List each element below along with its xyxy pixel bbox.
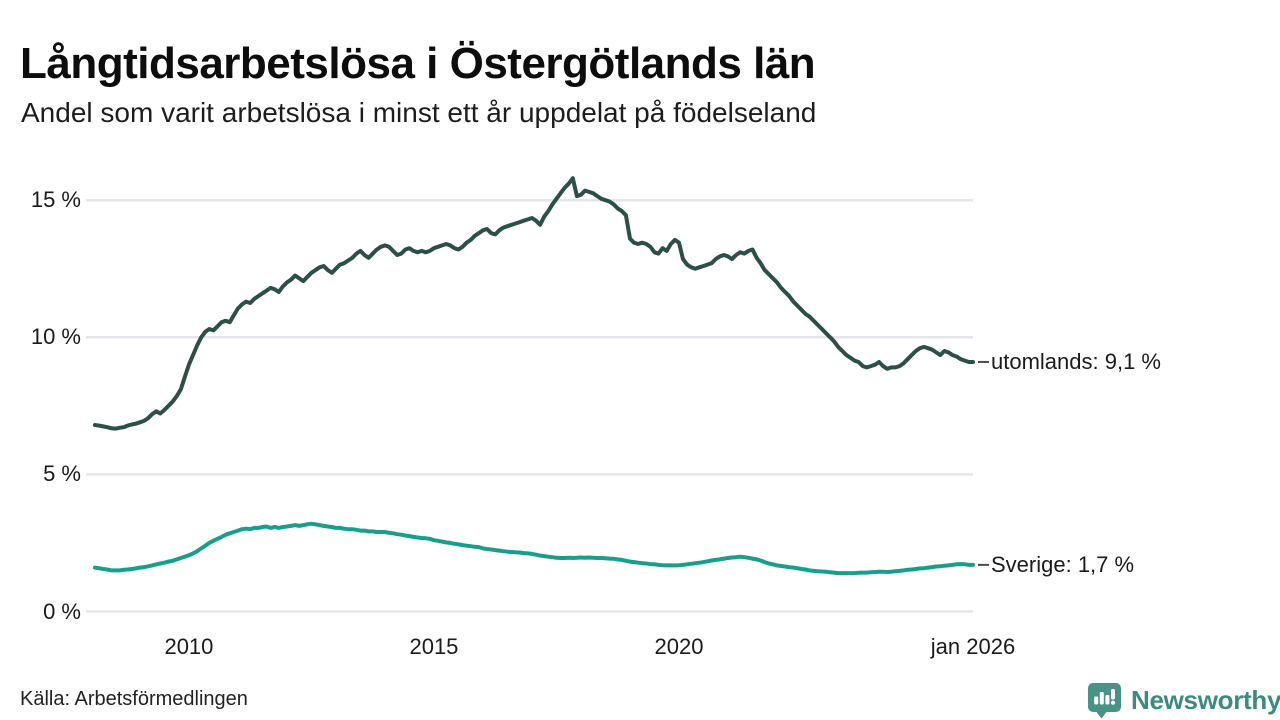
x-axis-tick-label: 2020 — [654, 634, 704, 659]
y-axis-tick-label: 15 % — [30, 187, 81, 213]
newsworthy-wordmark: Newsworthy — [1131, 684, 1280, 715]
x-axis-tick-label: 2010 — [164, 634, 214, 659]
x-axis-tick-label: 2015 — [409, 634, 459, 659]
y-axis-tick-label: 10 % — [30, 324, 81, 350]
y-axis-tick-label: 5 % — [43, 461, 81, 487]
chart-subtitle: Andel som varit arbetslösa i minst ett å… — [21, 97, 817, 128]
newsworthy-bubble-chart-icon — [1088, 683, 1121, 719]
source-note: Källa: Arbetsförmedlingen — [20, 688, 248, 710]
page-title: Långtidsarbetslösa i Östergötlands län — [20, 39, 816, 89]
newsworthy-logo: Newsworthy — [1086, 681, 1280, 719]
series-label-utomlands: utomlands: 9,1 % — [991, 348, 1161, 374]
y-axis-tick-label: 0 % — [43, 598, 81, 624]
x-axis-tick-label: jan 2026 — [930, 634, 1016, 659]
series-line-Sverige — [93, 521, 975, 576]
series-label-sverige: Sverige: 1,7 % — [991, 551, 1135, 577]
series-line-utomlands — [93, 176, 975, 431]
